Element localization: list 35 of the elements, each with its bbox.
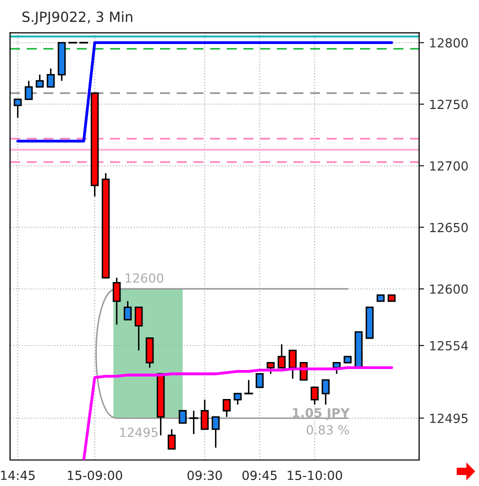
candlestick [256, 373, 264, 388]
y-tick-label: 12554 [430, 340, 468, 350]
y-tick-label: 12600 [430, 284, 468, 294]
x-tick-label: 09:45 [242, 470, 277, 480]
candlestick [222, 398, 231, 418]
x-tick-label: 09:30 [188, 470, 222, 480]
annotation: 0.83 % [306, 425, 349, 435]
candlestick [168, 428, 176, 450]
candlestick [24, 80, 33, 100]
y-tick-label: 12800 [430, 38, 468, 48]
x-tick-label: 14:45 [1, 470, 35, 480]
candlestick [200, 398, 209, 430]
candlestick [310, 386, 319, 406]
x-tick-label: 15-10:00 [288, 470, 342, 480]
candlestick [124, 300, 132, 320]
candlestick [288, 350, 297, 380]
candlestick [322, 379, 330, 406]
candlestick [46, 68, 55, 88]
annotation: 1.05 JPY [292, 408, 350, 420]
y-tick-label: 12495 [430, 414, 468, 424]
candlestick [14, 98, 22, 118]
chart-title: S.JPJ9022, 3 Min [22, 11, 132, 25]
candlestick [112, 277, 121, 326]
y-tick-label: 12750 [430, 100, 468, 110]
x-tick-label: 15-09:00 [68, 470, 122, 480]
annotation: 12600 [126, 273, 164, 283]
annotation: 12495 [120, 428, 158, 438]
candlestick [178, 410, 187, 424]
candlestick [36, 74, 44, 88]
y-tick-label: 12650 [430, 222, 468, 232]
candlestick [212, 416, 220, 448]
y-tick-label: 12700 [430, 161, 468, 171]
candlestick [234, 392, 242, 406]
candlestick [134, 306, 143, 352]
candlestick [278, 344, 286, 368]
